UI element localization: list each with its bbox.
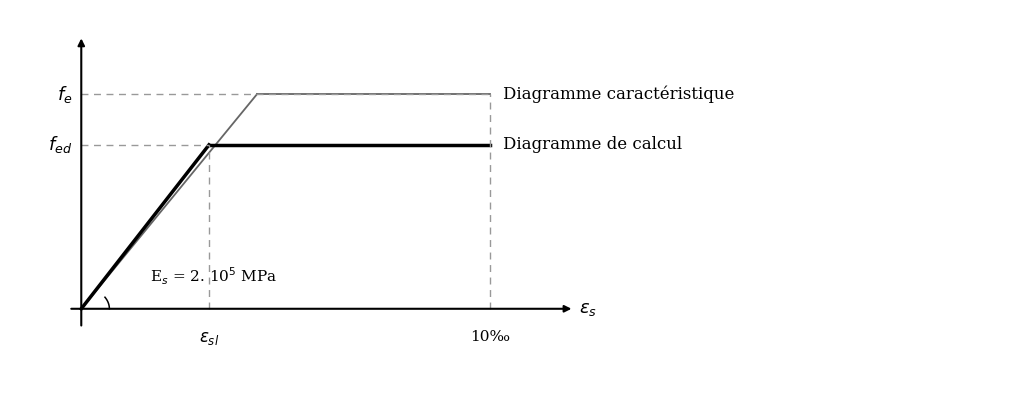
- Text: $f_{ed}$: $f_{ed}$: [48, 134, 72, 155]
- Text: $\varepsilon_s$: $\varepsilon_s$: [579, 300, 597, 318]
- Text: 10‰: 10‰: [469, 330, 510, 344]
- Text: $\varepsilon_{sl}$: $\varepsilon_{sl}$: [199, 330, 219, 347]
- Text: E$_s$ = 2. 10$^5$ MPa: E$_s$ = 2. 10$^5$ MPa: [150, 266, 278, 287]
- Text: Diagramme caractéristique: Diagramme caractéristique: [503, 85, 734, 103]
- Text: Diagramme de calcul: Diagramme de calcul: [503, 136, 681, 153]
- Text: $f_e$: $f_e$: [57, 84, 72, 105]
